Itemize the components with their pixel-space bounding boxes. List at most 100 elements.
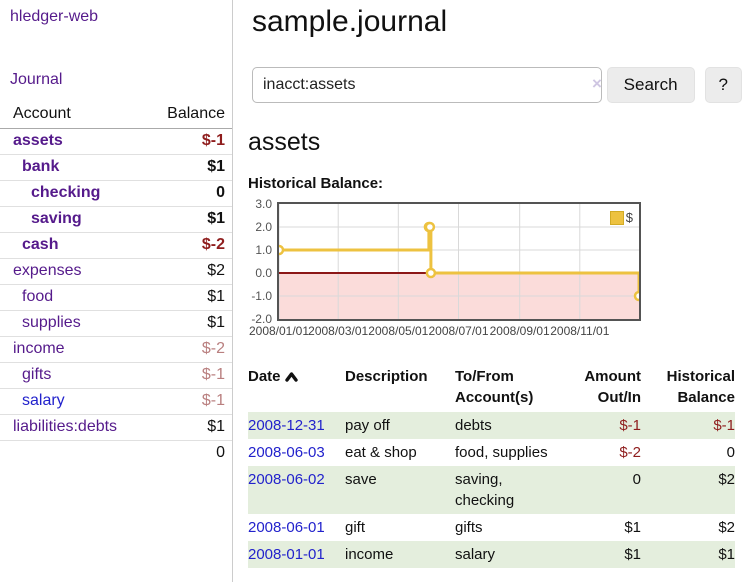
register-date-cell: 2008-06-03 [248, 439, 345, 466]
account-row: assets $-1 [0, 129, 232, 155]
register-accounts-cell: gifts [455, 519, 483, 536]
register-description-cell: pay off [345, 417, 390, 434]
amount-header-line1: Amount [584, 368, 641, 385]
sidebar-item-journal[interactable]: Journal [10, 71, 63, 88]
chart-plot-area[interactable]: $ [277, 202, 641, 321]
register-header-description: Description [345, 368, 428, 385]
accounts-total-row: 0 [0, 440, 232, 466]
account-name-cell: saving [0, 206, 150, 233]
account-balance: $-1 [201, 132, 225, 149]
account-name-cell: expenses [0, 258, 150, 285]
sidebar-account-link[interactable]: food [22, 288, 54, 305]
x-axis-tick-label: 2008/11/01 [550, 324, 610, 338]
help-button[interactable]: ? [704, 67, 742, 103]
register-date-cell: 2008-12-31 [248, 412, 345, 439]
balance-header-line2: Balance [677, 389, 735, 406]
account-row: supplies $1 [0, 310, 232, 337]
date-header-label: Date [248, 368, 281, 385]
register-balance-cell: $1 [718, 546, 735, 563]
sidebar-account-link[interactable]: expenses [13, 262, 82, 279]
y-axis-tick-label: 2.0 [255, 220, 272, 234]
chart-title: Historical Balance: [248, 175, 384, 192]
accounts-header-account: Account [0, 103, 150, 129]
page-title: sample.journal [252, 5, 448, 38]
sidebar-account-link[interactable]: bank [22, 158, 60, 175]
accounts-header-balance: Balance [149, 103, 232, 129]
sidebar-account-link[interactable]: supplies [22, 314, 81, 331]
sidebar-account-link[interactable]: salary [22, 392, 65, 409]
account-name-cell: gifts [0, 362, 150, 389]
register-date-link[interactable]: 2008-12-31 [248, 417, 325, 434]
sidebar-account-link[interactable]: income [13, 340, 65, 357]
register-balance-cell: 0 [726, 444, 735, 461]
register-accounts-cell: saving, checking [455, 471, 515, 509]
register-balance-cell: $-1 [713, 417, 735, 434]
brand-link[interactable]: hledger-web [10, 8, 99, 25]
register-accounts-cell: debts [455, 417, 492, 434]
y-axis-tick-label: 3.0 [255, 197, 272, 211]
search-input[interactable] [252, 67, 602, 103]
register-date-link[interactable]: 2008-01-01 [248, 546, 325, 563]
accounts-total-spacer [0, 440, 150, 466]
clear-search-icon[interactable]: × [592, 74, 602, 93]
account-balance: $1 [149, 284, 232, 311]
account-row: cash $-2 [0, 232, 232, 259]
account-row: bank $1 [0, 154, 232, 181]
x-axis-tick-label: 2008/09/01 [489, 324, 550, 338]
historical-balance-chart: $ 3.0 2.0 1.0 0.0 -1.0 -2.0 2008/01/01 2008/03/… [248, 197, 742, 347]
account-row: checking 0 [0, 180, 232, 207]
sidebar-account-link[interactable]: liabilities:debts [13, 418, 118, 435]
account-row: liabilities:debts $1 [0, 414, 232, 441]
sidebar-account-link[interactable]: gifts [22, 366, 52, 383]
register-header-accounts: To/From Account(s) [455, 364, 566, 412]
accounts-table-header-row: Account Balance [0, 103, 232, 129]
register-amount-cell: $1 [624, 519, 641, 536]
account-balance: 0 [149, 180, 232, 207]
y-axis-tick-label: 1.0 [255, 243, 272, 257]
register-header-date[interactable]: Date [248, 364, 345, 412]
register-accounts-cell: salary [455, 546, 496, 563]
register-header-row: Date Description To/From Account(s) Amou… [248, 364, 735, 412]
main-content: sample.journal × Search ? assets Histori… [234, 0, 742, 582]
register-date-link[interactable]: 2008-06-02 [248, 471, 325, 488]
account-balance: $-2 [149, 232, 232, 259]
register-amount-cell: $1 [624, 546, 641, 563]
accounts-header-line1: To/From [455, 368, 514, 385]
register-row: 2008-06-02 save saving, checking 0 $2 [248, 466, 735, 514]
y-axis-tick-label: -2.0 [251, 312, 272, 326]
account-balance: $1 [149, 154, 232, 181]
sidebar-account-link[interactable]: assets [13, 132, 63, 149]
register-date-link[interactable]: 2008-06-01 [248, 519, 325, 536]
account-name-cell: income [0, 336, 150, 363]
account-row: food $1 [0, 284, 232, 311]
sidebar: hledger-web Journal Account Balance asse… [0, 0, 233, 582]
account-name-cell: liabilities:debts [0, 414, 150, 441]
sort-ascending-icon [284, 367, 298, 388]
register-amount-cell: $-1 [619, 417, 641, 434]
account-row: salary $-1 [0, 388, 232, 415]
account-balance: $-1 [149, 362, 232, 389]
x-axis-tick-label: 2008/03/01 [308, 324, 369, 338]
sidebar-account-link[interactable]: checking [31, 184, 101, 201]
account-row: income $-2 [0, 336, 232, 363]
account-balance: $1 [149, 206, 232, 233]
account-row: gifts $-1 [0, 362, 232, 389]
register-description-cell: income [345, 546, 394, 563]
register-description-cell: save [345, 471, 377, 488]
sidebar-account-link[interactable]: saving [31, 210, 82, 227]
search-button[interactable]: Search [606, 67, 695, 103]
y-axis-tick-label: -1.0 [251, 289, 272, 303]
accounts-table: Account Balance assets $-1 bank $1 checking 0… [0, 103, 232, 466]
x-axis-tick-label: 2008/01/01 [248, 324, 310, 338]
account-row: saving $1 [0, 206, 232, 233]
register-date-link[interactable]: 2008-06-03 [248, 444, 325, 461]
account-balance: $-2 [149, 336, 232, 363]
sidebar-account-link[interactable]: cash [22, 236, 59, 253]
accounts-header-line2: Account(s) [455, 389, 534, 406]
account-row: expenses $2 [0, 258, 232, 285]
account-balance: $2 [149, 258, 232, 285]
register-table: Date Description To/From Account(s) Amou… [248, 364, 735, 568]
register-amount-cell: $-2 [619, 444, 641, 461]
chart-canvas [279, 204, 639, 319]
account-balance: $1 [149, 414, 232, 441]
